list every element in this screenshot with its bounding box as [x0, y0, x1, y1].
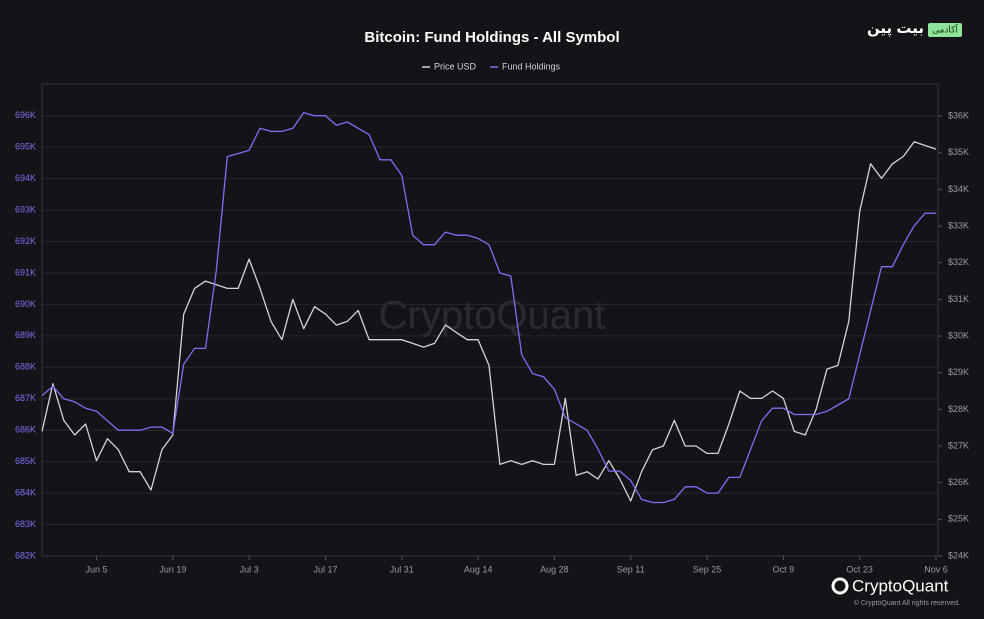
- x-tick-label: Jul 17: [313, 564, 337, 574]
- chart-title: Bitcoin: Fund Holdings - All Symbol: [364, 29, 619, 46]
- x-tick-label: Jul 3: [240, 564, 259, 574]
- y-tick-label: 690K: [15, 299, 36, 309]
- plot-frame: [41, 83, 939, 557]
- copyright: © CryptoQuant All rights reserved.: [854, 599, 960, 607]
- y2-tick-label: $28K: [948, 404, 969, 414]
- y2-tick-label: $25K: [948, 514, 969, 524]
- y-tick-label: 692K: [15, 236, 36, 246]
- y-tick-label: 691K: [15, 267, 36, 277]
- badge-box: [928, 23, 962, 37]
- y2-tick-label: $32K: [948, 257, 969, 267]
- brand-name: CryptoQuant: [852, 576, 949, 595]
- y-tick-label: 683K: [15, 519, 36, 529]
- y-tick-label: 687K: [15, 393, 36, 403]
- x-tick-label: Sep 25: [693, 564, 722, 574]
- x-tick-label: Jul 31: [390, 564, 414, 574]
- y-tick-label: 686K: [15, 425, 36, 435]
- y2-tick-label: $30K: [948, 330, 969, 340]
- y-tick-label: 689K: [15, 330, 36, 340]
- x-tick-label: Aug 14: [464, 564, 493, 574]
- y2-tick-label: $26K: [948, 477, 969, 487]
- x-tick-label: Jun 19: [159, 564, 186, 574]
- legend-label: Price USD: [434, 61, 477, 71]
- y-tick-label: 696K: [15, 110, 36, 120]
- x-tick-label: Sep 11: [617, 564, 645, 574]
- y-tick-label: 688K: [15, 362, 36, 372]
- x-tick-label: Jun 5: [85, 564, 107, 574]
- x-tick-label: Aug 28: [540, 564, 569, 574]
- y-tick-label: 682K: [15, 550, 36, 560]
- y2-tick-label: $34K: [948, 184, 969, 194]
- badge-tag: آکادمی: [932, 23, 958, 34]
- y2-tick-label: $27K: [948, 440, 969, 450]
- y2-tick-label: $31K: [948, 294, 969, 304]
- series-line: [41, 111, 936, 504]
- brand-icon: [831, 577, 849, 595]
- badge: آکادمی بیت پین: [867, 20, 962, 38]
- y2-tick-label: $33K: [948, 220, 969, 230]
- legend-label: Fund Holdings: [502, 61, 561, 71]
- y2-tick-label: $29K: [948, 367, 969, 377]
- legend: Price USD Fund Holdings: [422, 61, 561, 71]
- series-line: [41, 141, 937, 502]
- y-tick-label: 693K: [15, 204, 36, 214]
- y-tick-label: 695K: [15, 142, 36, 152]
- y-tick-label: 685K: [15, 456, 36, 466]
- brand-logo: CryptoQuant © CryptoQuant All rights res…: [831, 576, 960, 607]
- x-tick-label: Nov 6: [924, 564, 948, 574]
- y2-tick-label: $35K: [948, 147, 969, 157]
- watermark: CryptoQuant: [379, 294, 606, 338]
- badge-name: بیت پین: [867, 20, 924, 38]
- y2-tick-label: $24K: [948, 550, 969, 560]
- y-tick-label: 694K: [15, 173, 36, 183]
- x-tick-label: Oct 23: [846, 564, 873, 574]
- x-tick-label: Oct 9: [773, 564, 795, 574]
- y2-tick-label: $36K: [948, 111, 969, 121]
- y-tick-label: 684K: [15, 487, 36, 497]
